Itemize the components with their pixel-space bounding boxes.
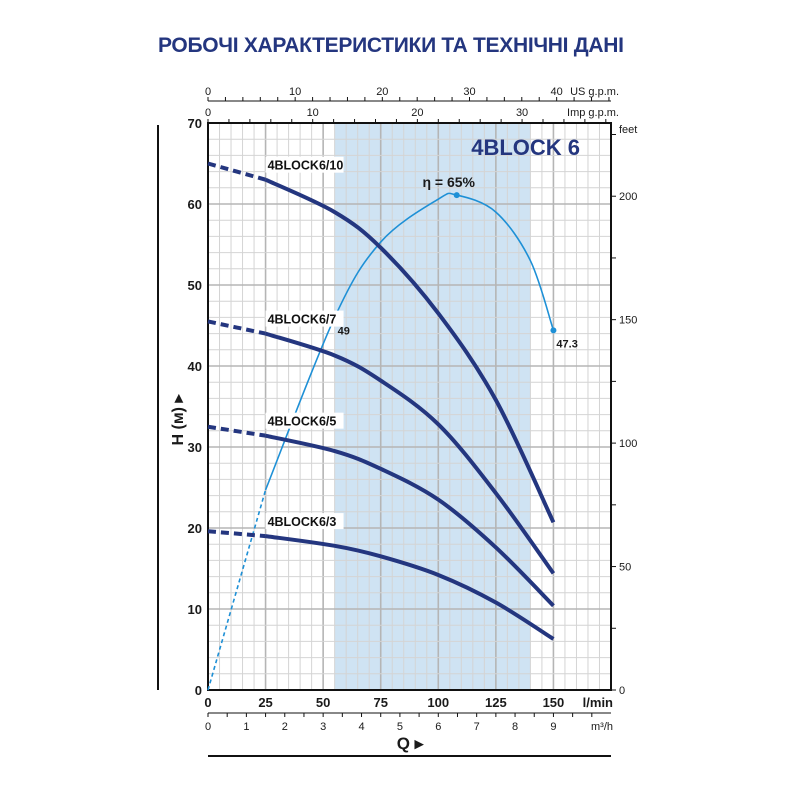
x-tick-label: 25: [258, 695, 272, 710]
m3h-tick-label: 0: [205, 721, 211, 733]
pump-curve-dashed: [207, 529, 266, 539]
x-tick-label: 50: [316, 695, 330, 710]
m3h-tick-label: 9: [550, 721, 556, 733]
imp-gpm-tick-label: 10: [307, 107, 319, 119]
curve-label: 4BLOCK6/7: [268, 313, 337, 327]
m3h-tick-label: 2: [282, 721, 288, 733]
curve-label: 4BLOCK6/10: [268, 159, 344, 173]
y-tick-label: 50: [188, 278, 202, 293]
feet-tick-label: 100: [619, 438, 637, 450]
plot-frame: [207, 122, 612, 691]
m3h-tick-label: 7: [474, 721, 480, 733]
y-tick-label: 70: [188, 116, 202, 131]
imp-gpm-tick-label: 0: [205, 107, 211, 119]
chart-title: 4BLOCK 6: [471, 135, 580, 160]
feet-tick-label: 200: [619, 191, 637, 203]
pump-curve: [264, 177, 556, 524]
us-gpm-tick-label: 30: [463, 86, 475, 98]
x-tick-label: 0: [204, 695, 211, 710]
x-tick-label: 100: [427, 695, 449, 710]
us-gpm-tick-label: 40: [551, 86, 563, 98]
m3h-label: m³/h: [591, 721, 613, 733]
imp-gpm-label: Imp g.p.m.: [567, 107, 619, 119]
y-tick-label: 0: [195, 683, 202, 698]
efficiency-marker: [550, 327, 557, 334]
x-unit-label: l/min: [583, 695, 613, 710]
m3h-tick-label: 3: [320, 721, 326, 733]
y-tick-label: 10: [188, 602, 202, 617]
page-title: РОБОЧІ ХАРАКТЕРИСТИКИ ТА ТЕХНІЧНІ ДАНІ: [158, 34, 624, 57]
pump-curve-dashed: [207, 319, 266, 336]
efficiency-marker-label: 47.3: [556, 338, 577, 350]
m3h-tick-label: 6: [435, 721, 441, 733]
pump-curve: [265, 534, 555, 641]
x-tick-label: 125: [485, 695, 507, 710]
m3h-tick-label: 4: [358, 721, 364, 733]
efficiency-marker: [453, 192, 460, 199]
feet-tick-label: 150: [619, 315, 637, 327]
efficiency-peak-label: η = 65%: [422, 174, 475, 190]
pump-curve-dashed: [207, 161, 267, 182]
feet-tick-label: 50: [619, 562, 631, 574]
pump-curve: [264, 331, 556, 575]
efficiency-curve-dashed: [207, 489, 267, 691]
m3h-tick-label: 1: [243, 721, 249, 733]
y-tick-label: 20: [188, 521, 202, 536]
y-tick-label: 60: [188, 197, 202, 212]
curve-label-bg: [265, 412, 344, 429]
us-gpm-label: US g.p.m.: [570, 86, 619, 98]
m3h-tick-label: 8: [512, 721, 518, 733]
feet-axis-label: feet: [619, 124, 637, 136]
feet-tick-label: 0: [619, 685, 625, 697]
y-tick-label: 30: [188, 440, 202, 455]
us-gpm-tick-label: 0: [205, 86, 211, 98]
curve-label-bg: [265, 513, 344, 530]
efficiency-marker-label: 49: [338, 325, 350, 337]
pump-curve-dashed: [207, 424, 266, 438]
imp-gpm-tick-label: 30: [516, 107, 528, 119]
curve-label-bg: [265, 156, 344, 173]
efficiency-curve: [264, 192, 555, 491]
pump-curve: [265, 433, 555, 608]
y-axis-title: H (м) ▸: [170, 394, 187, 446]
curve-label: 4BLOCK6/5: [268, 415, 337, 429]
x-axis-title: Q ▸: [397, 734, 425, 753]
us-gpm-tick-label: 20: [376, 86, 388, 98]
imp-gpm-tick-label: 20: [411, 107, 423, 119]
x-tick-label: 75: [373, 695, 387, 710]
curve-label: 4BLOCK6/3: [268, 515, 337, 529]
x-tick-label: 150: [543, 695, 565, 710]
m3h-tick-label: 5: [397, 721, 403, 733]
y-tick-label: 40: [188, 359, 202, 374]
us-gpm-tick-label: 10: [289, 86, 301, 98]
curve-label-bg: [265, 310, 344, 327]
